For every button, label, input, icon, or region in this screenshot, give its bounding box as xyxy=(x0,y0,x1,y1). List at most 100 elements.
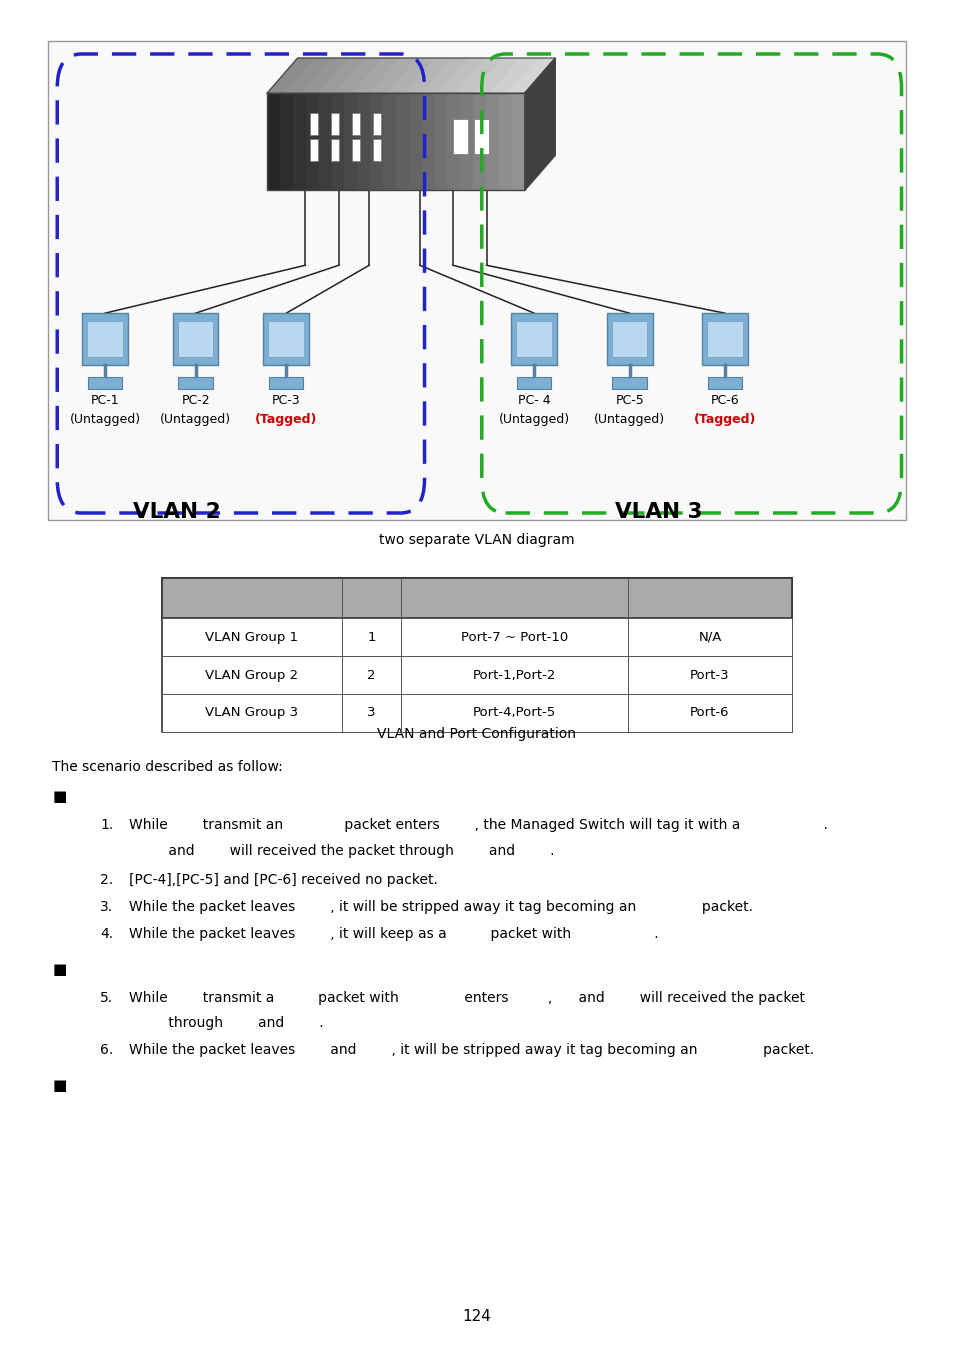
Text: 2.: 2. xyxy=(100,873,113,887)
Bar xyxy=(268,321,304,358)
Text: [PC-4],[PC-5] and [PC-6] received no packet.: [PC-4],[PC-5] and [PC-6] received no pac… xyxy=(129,873,437,887)
Text: 2: 2 xyxy=(367,668,375,682)
Polygon shape xyxy=(490,58,537,93)
Bar xyxy=(305,93,319,190)
Text: (Untagged): (Untagged) xyxy=(594,413,664,427)
Bar xyxy=(447,93,461,190)
Bar xyxy=(435,93,448,190)
Bar xyxy=(382,93,396,190)
Text: While        transmit a          packet with               enters         ,     : While transmit a packet with enters , xyxy=(129,991,804,1004)
Text: ■: ■ xyxy=(52,788,67,805)
Bar xyxy=(421,93,435,190)
Bar xyxy=(88,377,122,389)
Bar xyxy=(473,93,486,190)
Text: (Untagged): (Untagged) xyxy=(70,413,140,427)
Text: 3: 3 xyxy=(367,706,375,720)
Bar xyxy=(267,93,280,190)
Text: and        will received the packet through        and        .: and will received the packet through and… xyxy=(129,844,554,857)
Bar xyxy=(162,694,791,732)
Text: While        transmit an              packet enters        , the Managed Switch : While transmit an packet enters , the Ma… xyxy=(129,818,827,832)
Polygon shape xyxy=(301,58,349,93)
Bar xyxy=(408,93,422,190)
Bar xyxy=(373,113,380,135)
Bar xyxy=(280,93,294,190)
Bar xyxy=(370,93,383,190)
Text: VLAN and Port Configuration: VLAN and Port Configuration xyxy=(377,728,576,741)
Bar xyxy=(511,313,557,364)
Text: (Untagged): (Untagged) xyxy=(160,413,231,427)
Bar xyxy=(460,93,474,190)
Bar xyxy=(474,119,489,154)
Bar xyxy=(48,40,905,520)
Bar xyxy=(707,377,741,389)
Bar xyxy=(293,93,307,190)
Bar xyxy=(310,139,317,161)
Bar xyxy=(485,93,499,190)
Bar xyxy=(453,119,468,154)
Text: Port-4,Port-5: Port-4,Port-5 xyxy=(473,706,556,720)
Bar xyxy=(352,139,359,161)
Polygon shape xyxy=(524,58,555,190)
Text: PC-1: PC-1 xyxy=(91,394,119,408)
Polygon shape xyxy=(473,58,520,93)
Bar xyxy=(516,321,552,358)
Polygon shape xyxy=(387,58,435,93)
Text: Port-6: Port-6 xyxy=(689,706,729,720)
Bar xyxy=(310,113,317,135)
Bar xyxy=(706,321,742,358)
Text: PC-5: PC-5 xyxy=(615,394,643,408)
Bar xyxy=(178,377,213,389)
Text: PC-6: PC-6 xyxy=(710,394,739,408)
Bar xyxy=(263,313,309,364)
Bar xyxy=(162,618,791,656)
Text: ■: ■ xyxy=(52,1077,67,1094)
Polygon shape xyxy=(318,58,366,93)
Text: The scenario described as follow:: The scenario described as follow: xyxy=(52,760,283,774)
Text: 1: 1 xyxy=(367,630,375,644)
Bar xyxy=(331,93,345,190)
Text: through        and        .: through and . xyxy=(129,1017,323,1030)
Bar xyxy=(269,377,303,389)
Text: 1.: 1. xyxy=(100,818,113,832)
Polygon shape xyxy=(456,58,503,93)
Polygon shape xyxy=(421,58,469,93)
Bar xyxy=(331,139,338,161)
Bar xyxy=(373,139,380,161)
Text: ■: ■ xyxy=(52,961,67,977)
Text: PC-2: PC-2 xyxy=(181,394,210,408)
Text: While the packet leaves        , it will keep as a          packet with         : While the packet leaves , it will keep a… xyxy=(129,927,658,941)
Polygon shape xyxy=(284,58,332,93)
Text: (Tagged): (Tagged) xyxy=(693,413,756,427)
Polygon shape xyxy=(404,58,452,93)
Bar xyxy=(162,578,791,618)
Bar xyxy=(701,313,747,364)
Bar xyxy=(331,113,338,135)
Bar xyxy=(318,93,332,190)
Text: 124: 124 xyxy=(462,1308,491,1324)
Text: VLAN Group 3: VLAN Group 3 xyxy=(205,706,298,720)
Text: (Untagged): (Untagged) xyxy=(498,413,569,427)
Text: PC-3: PC-3 xyxy=(272,394,300,408)
Text: two separate VLAN diagram: two separate VLAN diagram xyxy=(378,533,575,547)
Bar xyxy=(356,93,371,190)
Polygon shape xyxy=(335,58,383,93)
Bar xyxy=(498,93,512,190)
Text: N/A: N/A xyxy=(698,630,720,644)
Bar xyxy=(162,578,791,732)
Text: Port-7 ~ Port-10: Port-7 ~ Port-10 xyxy=(460,630,568,644)
Polygon shape xyxy=(267,58,314,93)
Bar xyxy=(87,321,123,358)
Text: 5.: 5. xyxy=(100,991,113,1004)
Text: While the packet leaves        , it will be stripped away it tag becoming an    : While the packet leaves , it will be str… xyxy=(129,900,752,914)
Text: (Tagged): (Tagged) xyxy=(254,413,317,427)
Text: 3.: 3. xyxy=(100,900,113,914)
Text: VLAN Group 2: VLAN Group 2 xyxy=(205,668,298,682)
Bar xyxy=(611,321,647,358)
Text: Port-1,Port-2: Port-1,Port-2 xyxy=(473,668,556,682)
Polygon shape xyxy=(438,58,486,93)
Polygon shape xyxy=(353,58,400,93)
Bar xyxy=(177,321,213,358)
Bar xyxy=(352,113,359,135)
Bar xyxy=(395,93,409,190)
Bar xyxy=(612,377,646,389)
